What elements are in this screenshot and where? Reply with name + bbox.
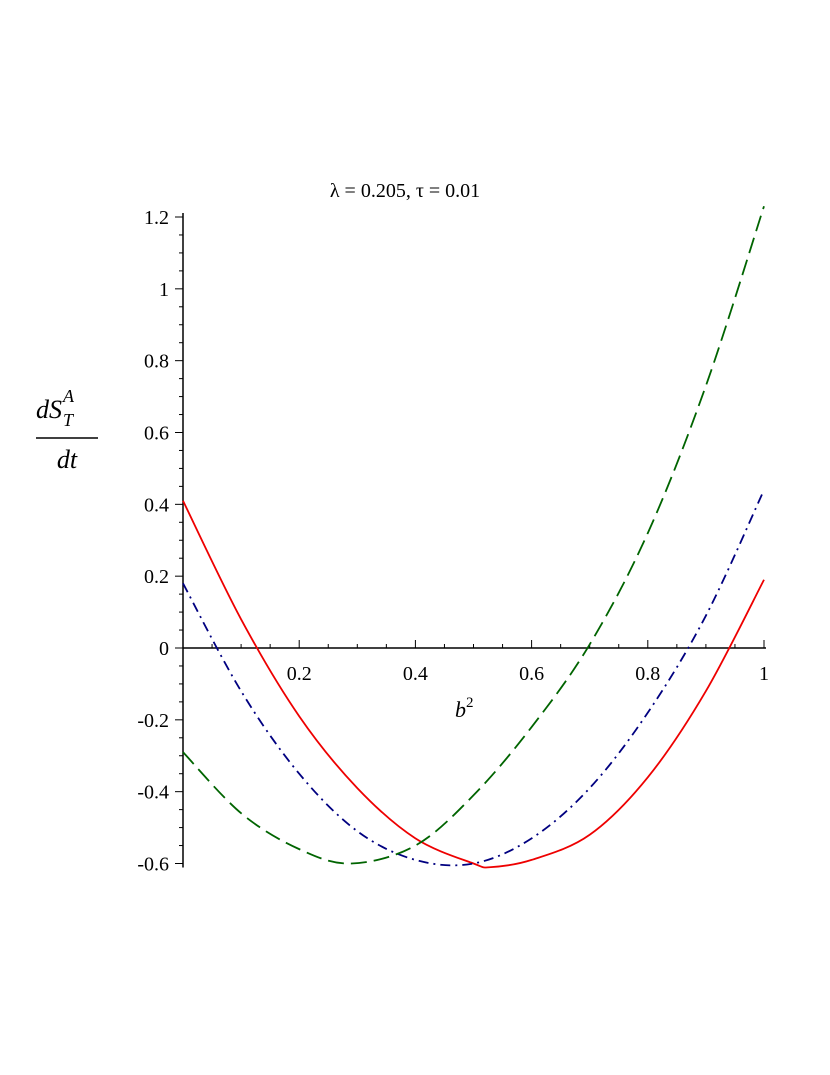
x-axis-label: b2	[455, 695, 474, 722]
y-tick-label: 0.8	[144, 351, 169, 373]
x-tick-label: 0.6	[519, 663, 544, 685]
y-tick-label: -0.6	[137, 854, 169, 876]
tick-labels: 1.2 1 0.8 0.6 0.4 0.2 0 -0.2 -0.4 -0.6 0.2 0.4 0.6 0.…	[137, 207, 769, 876]
y-tick-label: -0.4	[137, 782, 169, 804]
y-axis-label: dSA T dt	[36, 386, 98, 474]
y-label-subscript: T	[63, 410, 75, 430]
y-tick-label: 0.6	[144, 423, 169, 445]
x-label-base: b	[455, 697, 466, 722]
x-tick-label: 1	[759, 663, 769, 685]
svg-text:dSA: dSA	[36, 386, 75, 424]
y-label-numerator: dS	[36, 395, 62, 424]
series-dashdot-blue-line	[182, 489, 765, 867]
y-tick-label: -0.2	[137, 710, 169, 732]
x-label-superscript: 2	[466, 695, 474, 711]
y-tick-label: 1.2	[144, 207, 169, 229]
y-label-denominator: dt	[57, 445, 78, 474]
x-tick-label: 0.8	[635, 663, 660, 685]
series-dashed-green-line	[182, 205, 765, 865]
x-tick-label: 0.2	[287, 663, 312, 685]
chart-title: λ = 0.205, τ = 0.01	[330, 180, 480, 202]
y-tick-label: 0.2	[144, 566, 169, 588]
y-tick-label: 0	[159, 638, 169, 660]
x-tick-label: 0.4	[403, 663, 428, 685]
plot-lines	[182, 205, 765, 869]
ticks	[175, 216, 765, 864]
y-label-superscript: A	[62, 386, 75, 406]
axes	[182, 213, 766, 868]
y-tick-label: 0.4	[144, 494, 169, 516]
y-tick-label: 1	[159, 279, 169, 301]
series-solid-red-line	[182, 500, 765, 869]
